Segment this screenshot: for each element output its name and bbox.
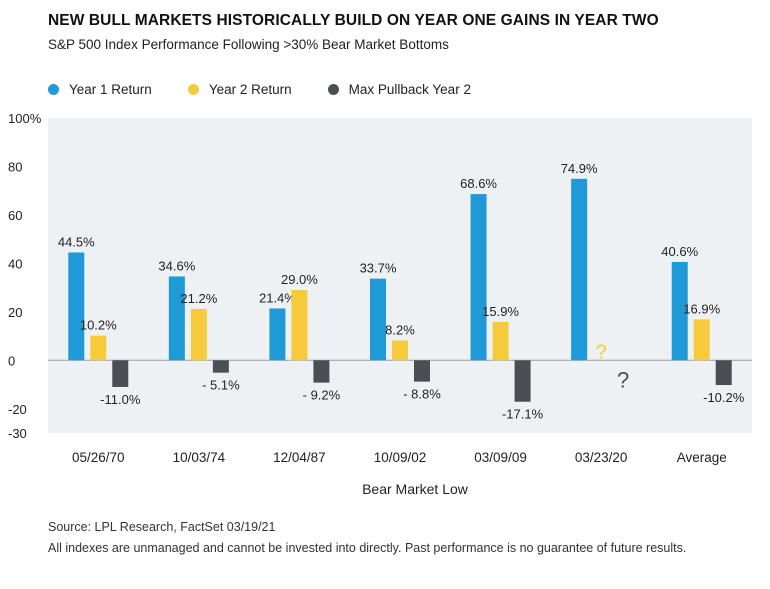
bar-year1 [370,278,386,361]
legend-label-year1: Year 1 Return [69,82,152,97]
data-label-year1: 74.9% [561,161,598,176]
source-note: Source: LPL Research, FactSet 03/19/21 [48,520,276,534]
bar-year1 [470,194,487,361]
x-tick-label: 03/23/20 [575,450,628,465]
data-label-year1: 21.4% [259,290,296,305]
plot-area [48,118,752,433]
bar-chart: 100% 80 60 40 20 0 -20 -30 05/26/70 44.5% 10.2% -11… [8,111,752,497]
bar-pullback [414,360,430,382]
data-label-year2: 8.2% [385,322,415,337]
data-label-pullback: -17.1% [502,407,544,422]
legend-item-year2: Year 2 Return [187,82,292,97]
bar-pullback [715,360,732,386]
y-tick-label: -30 [8,426,27,441]
bar-year1 [168,276,185,361]
x-tick-label: 10/03/74 [173,450,226,465]
bar-pullback [212,360,229,373]
x-axis-title: Bear Market Low [362,481,469,497]
data-label-year1: 44.5% [58,234,95,249]
legend: Year 1 Return Year 2 Return Max Pullback… [48,82,507,97]
bar-year1 [671,261,688,361]
data-label-year2: 10.2% [80,318,117,333]
data-label-year1: 34.6% [158,258,195,273]
bar-year2 [492,321,509,361]
legend-swatch-year2 [187,84,199,95]
y-tick-label: 40 [8,256,22,271]
x-tick-label: 10/09/02 [374,450,427,465]
data-label-year1: 33.7% [360,261,397,276]
bar-pullback [112,360,129,387]
data-label-pullback: - 9.2% [303,388,341,403]
x-tick-label: 03/09/09 [474,450,527,465]
chart-title: NEW BULL MARKETS HISTORICALLY BUILD ON Y… [48,12,659,29]
unknown-year2-marker: ? [596,341,607,363]
bar-year1 [571,178,588,361]
y-tick-label: 100% [8,111,42,126]
data-label-pullback: -10.2% [703,390,745,405]
y-tick-label: 80 [8,159,22,174]
legend-label-year2: Year 2 Return [208,82,292,97]
data-label-year2: 15.9% [482,304,519,319]
y-tick-label: 20 [8,305,22,320]
legend-label-pullback: Max Pullback Year 2 [348,82,471,97]
data-label-year2: 21.2% [180,291,217,306]
x-tick-label: 05/26/70 [72,450,125,465]
bar-year2 [392,340,408,361]
data-label-year2: 16.9% [683,301,720,316]
bar-pullback [514,360,531,402]
legend-swatch-year1 [48,84,59,95]
bar-pullback [313,360,330,383]
y-tick-label: 0 [8,353,15,368]
data-label-pullback: - 8.8% [403,387,441,402]
y-tick-label: -20 [8,402,27,417]
disclaimer-note: All indexes are unmanaged and cannot be … [48,541,687,555]
data-label-pullback: - 5.1% [202,378,240,393]
data-label-year2: 29.0% [281,272,318,287]
bar-year2 [693,319,710,361]
bar-year2 [90,335,107,361]
x-tick-label: Average [677,450,727,465]
bar-year2 [291,290,308,361]
unknown-pullback-marker: ? [617,367,629,392]
legend-item-year1: Year 1 Return [48,82,152,97]
y-tick-label: 60 [8,208,22,223]
data-label-year1: 40.6% [661,244,698,259]
data-label-pullback: -11.0% [100,392,141,407]
data-label-year1: 68.6% [460,176,497,191]
x-tick-label: 12/04/87 [273,450,326,465]
bar-year1 [269,308,286,361]
legend-swatch-pullback [327,84,339,95]
chart-subtitle: S&P 500 Index Performance Following >30%… [48,37,449,52]
bar-year2 [190,308,207,361]
legend-item-pullback: Max Pullback Year 2 [327,82,471,97]
bar-year1 [68,252,85,361]
